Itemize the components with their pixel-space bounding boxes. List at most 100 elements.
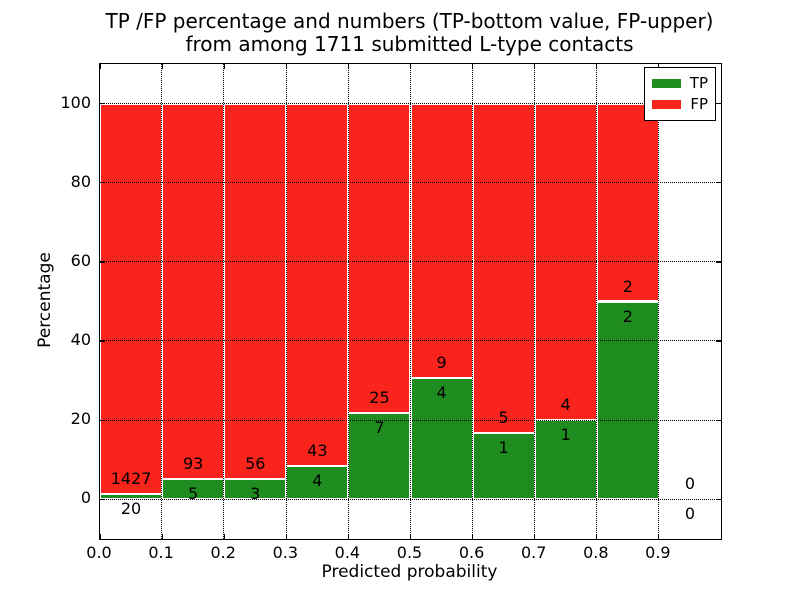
tick-mark [472,64,474,69]
grid-line-v [347,64,349,539]
grid-line-v [409,64,411,539]
x-tick-label: 0.9 [645,543,671,562]
tp-count-label: 20 [120,498,142,518]
tick-mark [285,64,287,69]
fp-count-label: 25 [369,387,390,407]
fp-count-label: 43 [307,440,328,460]
tick-mark [472,534,474,539]
x-tick-label: 0.3 [272,543,299,562]
x-tick-label: 0.6 [458,543,485,562]
tick-mark [716,102,721,105]
bar-fp-segment [100,103,163,494]
tick-mark [716,182,721,184]
tp-count-label: 3 [250,484,261,504]
tick-mark [100,102,105,105]
bar-tp-segment [534,420,597,500]
tick-mark [100,182,105,184]
tick-mark [100,261,105,263]
bar-fp-segment [224,103,287,480]
tick-mark [716,261,721,263]
tick-mark [658,64,660,69]
y-tick-label: 20 [70,409,91,429]
fp-count-label: 0 [684,474,696,494]
tp-count-label: 0 [684,504,696,524]
bar-tp-segment [596,301,659,500]
tick-mark [161,534,163,539]
y-tick-label: 40 [70,330,91,350]
fp-count-label: 4 [560,395,571,415]
x-tick-label: 0.8 [583,543,609,562]
grid-line-v [596,64,598,539]
chart-title: TP /FP percentage and numbers (TP-bottom… [99,10,720,56]
tp-count-label: 1 [560,425,571,445]
y-tick-label: 0 [80,488,91,508]
bar-tp-segment [348,412,411,500]
tick-mark [100,419,105,421]
tick-mark [534,64,536,69]
tick-mark [534,534,536,539]
fp-count-label: 56 [245,454,266,474]
tp-count-label: 5 [188,484,199,504]
tick-mark [716,498,721,500]
tp-count-label: 1 [498,438,509,458]
legend-swatch-fp [652,100,681,109]
chart-title-line1: TP /FP percentage and numbers (TP-bottom… [105,9,714,33]
bar-fp-segment [162,103,225,480]
bar-fp-segment [410,103,473,378]
legend-swatch-tp [652,79,681,88]
tick-mark [716,340,721,342]
tick-mark [409,534,412,539]
tick-mark [223,534,225,539]
grid-line-v [223,64,225,539]
y-tick-label: 80 [70,171,91,191]
tick-mark [161,64,163,69]
bar-fp-segment [286,103,349,466]
legend-row-tp: TP [652,73,708,94]
plot-area: 1427 20 93 5 56 3 43 4 25 7 9 4 5 1 4 1 2 2 0 0 TP FP [99,63,722,540]
grid-line-v [161,64,163,539]
bar-fp-segment [596,103,659,302]
tp-count-label: 4 [312,470,323,490]
tick-mark [100,340,105,342]
y-tick-label: 100 [60,92,91,112]
tp-count-label: 2 [622,306,633,326]
fp-count-label: 1427 [110,468,152,488]
y-tick-label: 60 [70,250,91,270]
tp-count-label: 7 [374,417,385,437]
x-tick-label: 0.2 [210,543,236,562]
fp-count-label: 2 [622,276,633,296]
bar-fp-segment [348,103,411,413]
x-axis-label: Predicted probability [321,562,498,582]
tick-mark [100,498,105,500]
x-tick-label: 0.0 [86,543,112,562]
tick-mark [99,64,101,69]
x-tick-label: 0.7 [520,543,547,562]
legend-label-tp: TP [689,74,708,92]
grid-line-v [533,64,535,539]
fp-count-label: 93 [182,454,204,474]
tick-mark [596,64,598,69]
bar-fp-segment [472,103,535,434]
tp-count-label: 4 [436,382,447,402]
tick-mark [658,534,660,539]
legend-label-fp: FP [690,95,708,113]
x-tick-label: 0.4 [334,543,361,562]
chart-title-line2: from among 1711 submitted L-type contact… [185,32,634,56]
legend-row-fp: FP [652,94,708,115]
grid-line-v [471,64,473,539]
legend: TP FP [644,67,716,121]
x-tick-label: 0.1 [148,543,174,562]
tick-mark [285,534,287,539]
grid-line-v [658,64,660,539]
tick-mark [223,64,225,69]
tick-mark [347,64,349,69]
fp-count-label: 9 [436,352,447,372]
grid-line-v [285,64,287,539]
x-tick-label: 0.5 [396,543,423,562]
tick-mark [596,534,598,539]
fp-count-label: 5 [498,408,509,428]
tick-mark [409,64,412,69]
tick-mark [99,534,101,539]
tick-mark [347,534,349,539]
